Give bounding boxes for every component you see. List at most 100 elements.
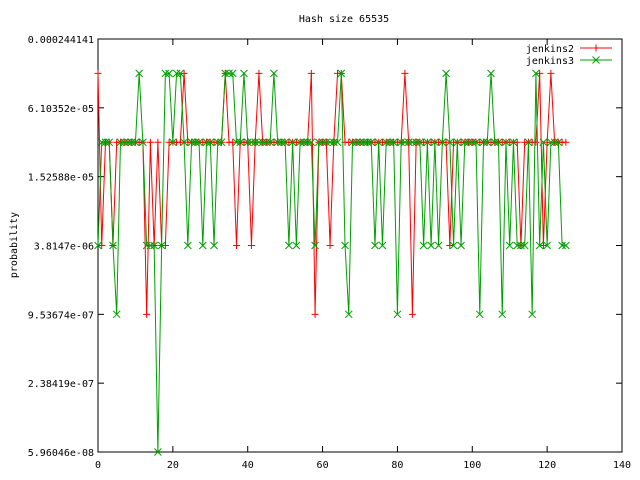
- y-tick-label: 5.96046e-08: [28, 448, 94, 459]
- data-point: [270, 69, 278, 78]
- data-point: [236, 138, 245, 147]
- data-point: [240, 69, 248, 78]
- data-point: [401, 69, 409, 77]
- data-point: [98, 242, 106, 249]
- data-point: [431, 138, 439, 147]
- data-point: [176, 69, 185, 78]
- data-point: [404, 138, 413, 147]
- data-point: [408, 138, 417, 147]
- data-point: [165, 69, 173, 78]
- data-point: [266, 138, 275, 147]
- data-point: [333, 138, 342, 147]
- data-point: [457, 241, 465, 250]
- data-point: [318, 138, 327, 147]
- y-tick-label: 2.38419e-07: [28, 379, 94, 390]
- data-point: [352, 138, 361, 147]
- y-tick-label: 6.10352e-05: [28, 104, 94, 115]
- data-point: [116, 138, 125, 147]
- data-point: [311, 241, 319, 250]
- y-tick-label: 1.52588e-05: [28, 173, 94, 184]
- data-point: [326, 138, 334, 147]
- data-point: [449, 241, 458, 250]
- data-point: [225, 69, 233, 78]
- data-point: [543, 241, 551, 250]
- data-point: [434, 241, 443, 250]
- data-point: [195, 138, 203, 147]
- data-point: [367, 138, 376, 147]
- data-point: [322, 138, 331, 147]
- data-point: [101, 138, 110, 147]
- series-jenkins3: [94, 69, 570, 456]
- data-point: [464, 138, 473, 147]
- data-point: [232, 242, 240, 249]
- x-tick-label: 80: [391, 460, 403, 471]
- x-tick-label: 60: [317, 460, 329, 471]
- data-point: [326, 242, 334, 249]
- data-point: [344, 310, 353, 319]
- data-point: [382, 138, 391, 147]
- data-point: [423, 138, 432, 147]
- data-point: [251, 138, 260, 147]
- data-point: [592, 56, 600, 64]
- data-point: [150, 241, 158, 250]
- data-point: [487, 69, 495, 78]
- data-point: [198, 241, 207, 250]
- data-point: [247, 138, 256, 147]
- data-point: [408, 310, 416, 318]
- data-point: [397, 138, 406, 147]
- axis-ticks: 0 20 40 60 80 100 120 140 0.000244141 6.10352e-05…: [28, 35, 631, 471]
- data-point: [255, 69, 263, 77]
- data-point: [329, 138, 338, 147]
- data-point: [517, 241, 525, 250]
- data-point: [528, 310, 537, 319]
- data-point: [341, 241, 349, 250]
- data-point: [307, 69, 315, 77]
- data-point: [94, 69, 102, 77]
- data-point: [112, 310, 121, 319]
- data-point: [143, 310, 151, 318]
- data-point: [468, 138, 477, 147]
- data-point: [460, 138, 469, 147]
- y-tick-label: 3.8147e-06: [34, 241, 94, 252]
- data-point: [446, 242, 454, 249]
- data-point: [520, 241, 529, 250]
- x-tick-label: 100: [463, 460, 481, 471]
- data-point: [539, 138, 548, 147]
- data-point: [562, 138, 570, 146]
- data-point: [120, 138, 129, 147]
- data-point: [442, 138, 450, 146]
- data-point: [356, 138, 364, 147]
- data-point: [277, 138, 286, 147]
- data-point: [180, 138, 188, 147]
- data-point: [180, 69, 188, 77]
- data-point: [547, 69, 555, 77]
- data-point: [401, 138, 409, 147]
- data-point: [247, 242, 255, 249]
- data-point: [475, 310, 484, 319]
- data-point: [232, 138, 241, 147]
- data-point: [389, 138, 398, 147]
- series-layer: [94, 69, 570, 456]
- data-point: [243, 138, 252, 147]
- data-point: [292, 241, 301, 250]
- data-point: [445, 138, 454, 147]
- data-point: [300, 138, 308, 147]
- data-point: [532, 69, 540, 78]
- data-point: [554, 138, 563, 147]
- data-point: [127, 138, 136, 147]
- data-point: [172, 69, 181, 78]
- x-tick-label: 120: [538, 460, 556, 471]
- x-tick-label: 40: [242, 460, 254, 471]
- data-point: [176, 138, 184, 146]
- data-point: [490, 138, 499, 147]
- data-point: [228, 69, 237, 78]
- series-line: [97, 72, 566, 315]
- data-point: [262, 138, 271, 147]
- data-point: [210, 241, 218, 250]
- data-point: [109, 241, 117, 250]
- data-point: [183, 241, 192, 250]
- data-point: [131, 138, 140, 147]
- data-point: [146, 241, 155, 250]
- y-axis-label: probability: [9, 212, 20, 278]
- data-point: [472, 138, 480, 147]
